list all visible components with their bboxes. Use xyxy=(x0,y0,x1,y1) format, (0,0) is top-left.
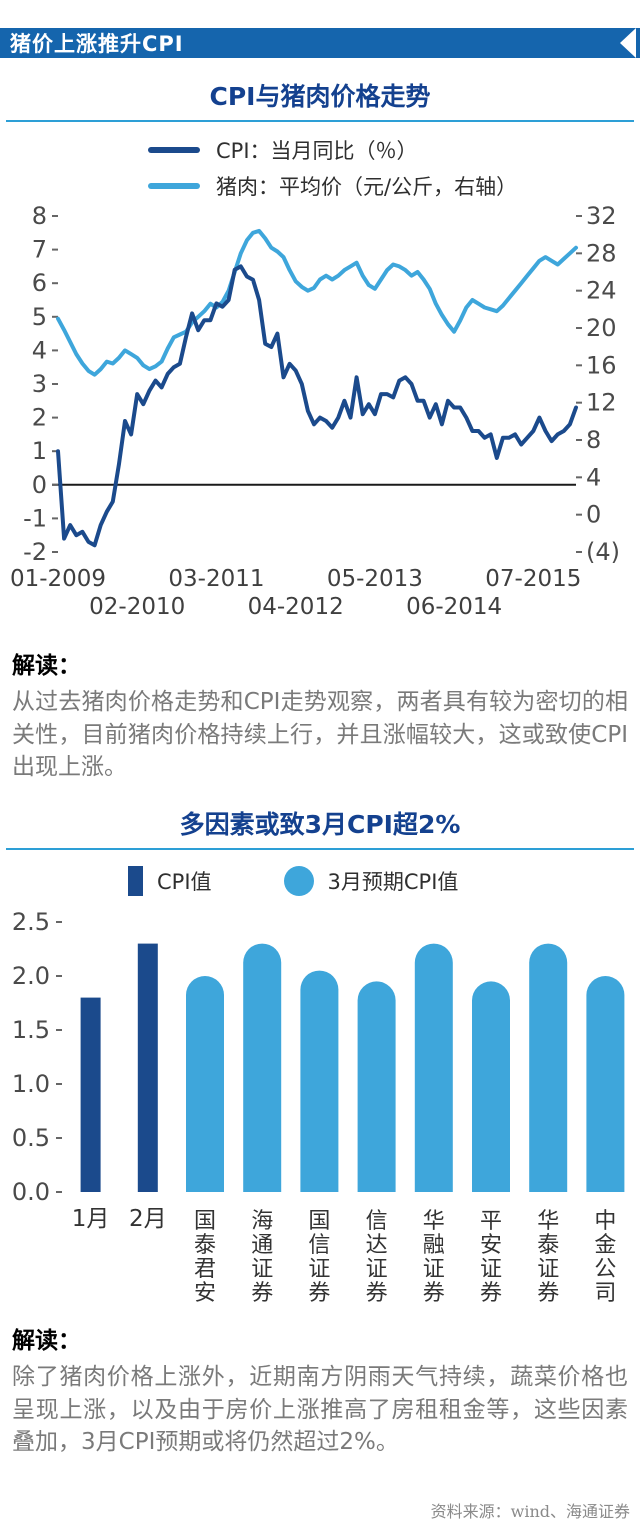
pork-price-line xyxy=(56,228,578,377)
interpretation-2-label: 解读： xyxy=(12,1327,81,1354)
bar-华融证券 xyxy=(414,943,453,1192)
svg-text:24: 24 xyxy=(586,277,617,305)
svg-text:0: 0 xyxy=(32,471,47,499)
interpretation-2-text: 除了猪肉价格上涨外，近期南方阴雨天气持续，蔬菜价格也呈现上涨，以及由于房价上涨推… xyxy=(12,1363,628,1456)
data-source: 资料来源：wind、海通证券 xyxy=(430,1502,630,1521)
interpretation-2: 解读： 除了猪肉价格上涨外，近期南方阴雨天气持续，蔬菜价格也呈现上涨，以及由于房… xyxy=(0,1321,640,1459)
svg-text:华泰证券: 华泰证券 xyxy=(537,1209,559,1306)
svg-text:5: 5 xyxy=(32,303,47,331)
svg-text:3: 3 xyxy=(32,370,47,398)
bar-平安证券 xyxy=(472,981,510,1192)
svg-text:2.0: 2.0 xyxy=(12,962,50,990)
bar-1月 xyxy=(80,997,101,1192)
interpretation-1-text: 从过去猪肉价格走势和CPI走势观察，两者具有较为密切的相关性，目前猪肉价格持续上… xyxy=(12,689,628,781)
svg-text:03-2011: 03-2011 xyxy=(168,566,264,592)
svg-text:20: 20 xyxy=(586,314,617,342)
svg-text:4: 4 xyxy=(32,336,47,364)
svg-text:16: 16 xyxy=(586,351,617,379)
svg-text:28: 28 xyxy=(586,239,617,267)
svg-text:中金公司: 中金公司 xyxy=(594,1209,616,1306)
svg-text:1.5: 1.5 xyxy=(12,1016,50,1044)
title-underline xyxy=(6,120,634,122)
bar-chart-svg: 0.0 0.5 1.0 1.5 2.0 2.5 1月 2月 国泰君安 海通证券 国信证券 信达证券 华融… xyxy=(12,908,625,1306)
cpi-line xyxy=(56,264,578,548)
legend-label-cpi-value: CPI值 xyxy=(157,869,212,894)
legend-label-expected-cpi: 3月预期CPI值 xyxy=(327,869,459,894)
bar-chart-title: 多因素或致3月CPI超2% xyxy=(179,809,461,839)
line-chart-legend: CPI：当月同比（％） 猪肉：平均价（元/公斤，右轴） xyxy=(148,136,640,200)
svg-text:8: 8 xyxy=(32,202,47,230)
svg-text:2.5: 2.5 xyxy=(12,908,50,936)
cpi-bar-swatch xyxy=(128,865,143,896)
svg-text:2: 2 xyxy=(32,404,47,432)
legend-label-cpi: CPI：当月同比（％） xyxy=(216,139,418,163)
bar-chart-legend: CPI值 3月预期CPI值 xyxy=(128,864,640,898)
line-chart-svg: 876543210-1-2322824201612840(4)01-200902… xyxy=(10,202,620,620)
svg-text:1月: 1月 xyxy=(72,1206,110,1232)
svg-text:06-2014: 06-2014 xyxy=(406,594,502,620)
svg-text:8: 8 xyxy=(586,426,601,454)
bar-国信证券 xyxy=(300,970,339,1192)
svg-text:32: 32 xyxy=(586,202,617,230)
expected-cpi-swatch xyxy=(283,865,314,896)
title-underline-2 xyxy=(6,847,634,850)
svg-text:国泰君安: 国泰君安 xyxy=(194,1209,216,1306)
svg-text:-2: -2 xyxy=(23,538,47,566)
svg-text:0: 0 xyxy=(586,501,601,529)
legend-item-cpi: CPI：当月同比（％） xyxy=(148,136,640,164)
banner-arrow-icon xyxy=(620,28,636,58)
bar-华泰证券 xyxy=(529,943,568,1192)
legend-label-pork: 猪肉：平均价（元/公斤，右轴） xyxy=(216,175,518,199)
svg-text:05-2013: 05-2013 xyxy=(327,566,423,592)
svg-text:海通证券: 海通证券 xyxy=(251,1209,273,1306)
svg-text:7: 7 xyxy=(32,236,47,264)
svg-text:1: 1 xyxy=(32,437,47,465)
interpretation-1: 解读： 从过去猪肉价格走势和CPI走势观察，两者具有较为密切的相关性，目前猪肉价… xyxy=(0,646,640,784)
svg-text:4: 4 xyxy=(586,463,601,491)
header-banner: 猪价上涨推升CPI xyxy=(0,28,640,58)
pork-line-swatch xyxy=(148,183,200,189)
interpretation-1-label: 解读： xyxy=(12,653,81,679)
legend-item-pork: 猪肉：平均价（元/公斤，右轴） xyxy=(148,172,640,200)
svg-text:0.0: 0.0 xyxy=(12,1178,50,1206)
svg-text:07-2015: 07-2015 xyxy=(485,566,581,592)
svg-text:01-2009: 01-2009 xyxy=(10,566,106,592)
page-title: 猪价上涨推升CPI xyxy=(10,32,184,56)
svg-text:2月: 2月 xyxy=(129,1206,167,1232)
svg-text:平安证券: 平安证券 xyxy=(480,1209,502,1306)
svg-text:华融证券: 华融证券 xyxy=(423,1209,445,1306)
svg-text:国信证券: 国信证券 xyxy=(308,1209,330,1306)
cpi-line-swatch xyxy=(148,147,200,153)
line-chart-title: CPI与猪肉价格走势 xyxy=(209,82,431,111)
bar-海通证券 xyxy=(243,943,282,1192)
bar-信达证券 xyxy=(357,981,396,1192)
svg-text:1.0: 1.0 xyxy=(12,1070,50,1098)
svg-text:12: 12 xyxy=(586,389,617,417)
svg-text:04-2012: 04-2012 xyxy=(248,594,344,620)
svg-text:-1: -1 xyxy=(23,504,47,532)
svg-text:02-2010: 02-2010 xyxy=(89,594,185,620)
svg-text:6: 6 xyxy=(32,269,47,297)
bar-2月 xyxy=(137,943,158,1192)
bar-国泰君安 xyxy=(186,975,224,1192)
bar-中金公司 xyxy=(586,975,625,1192)
svg-text:信达证券: 信达证券 xyxy=(366,1209,388,1306)
svg-text:0.5: 0.5 xyxy=(12,1124,50,1152)
svg-text:(4): (4) xyxy=(586,538,620,566)
